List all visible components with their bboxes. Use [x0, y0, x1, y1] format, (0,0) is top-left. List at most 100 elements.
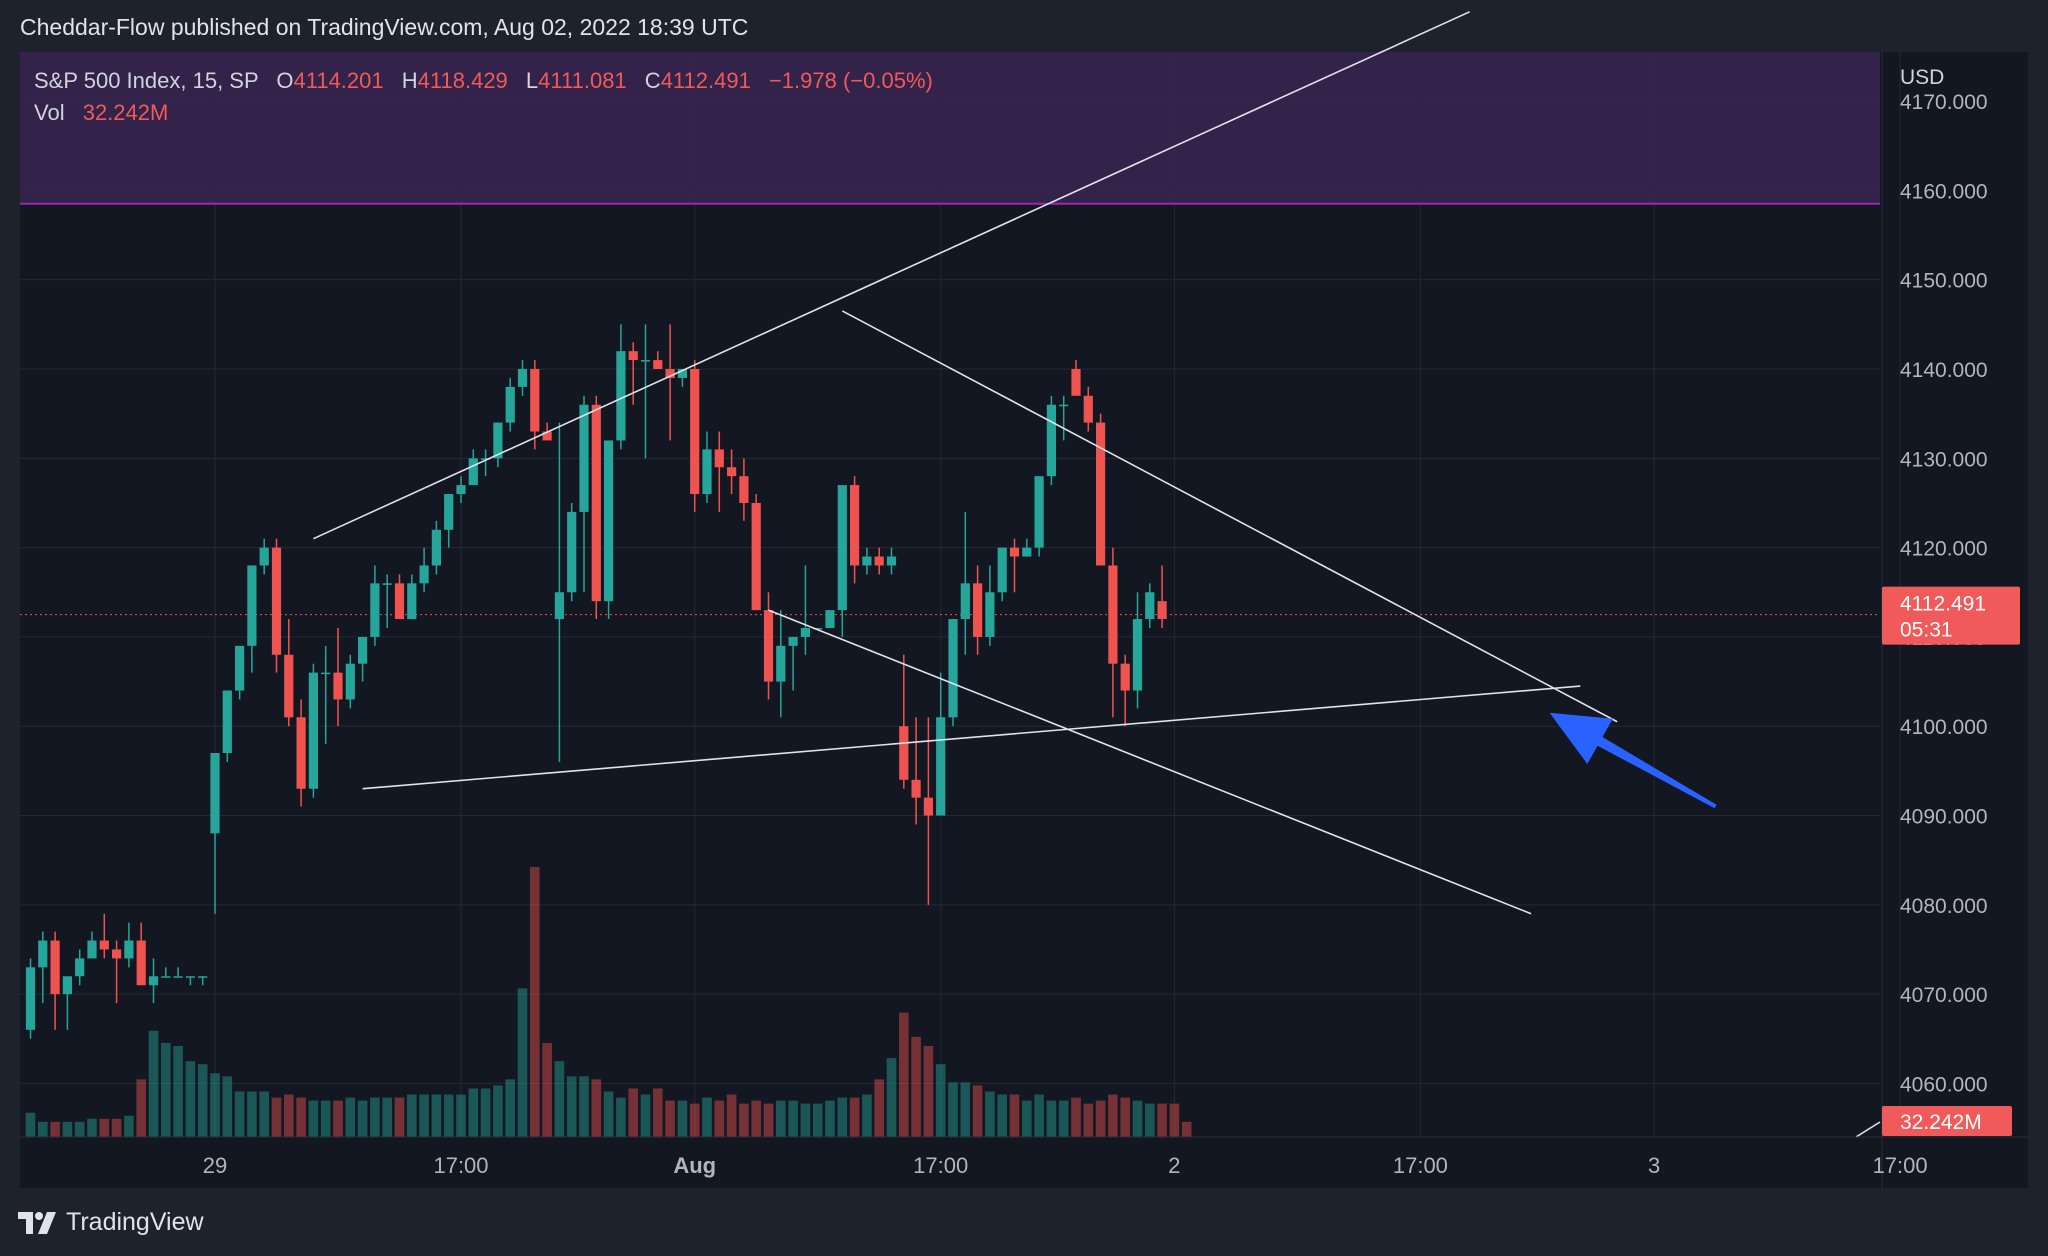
candle-body — [444, 494, 454, 530]
candle — [419, 547, 429, 593]
candle — [210, 753, 220, 914]
volume-bar — [148, 1030, 159, 1137]
candle — [862, 547, 872, 575]
candle-body — [25, 967, 36, 1030]
volume-bar — [1046, 1100, 1057, 1137]
candle-body — [198, 976, 208, 978]
candle-body — [407, 583, 417, 620]
price-tick-label: 4130.000 — [1900, 448, 1988, 471]
candle — [813, 627, 823, 630]
candle-body — [173, 976, 183, 978]
volume-bar — [985, 1091, 995, 1137]
volume-bar — [689, 1103, 700, 1137]
candle — [1034, 476, 1044, 557]
volume-bar — [1034, 1094, 1044, 1137]
volume-bar — [1071, 1097, 1081, 1137]
volume-bar — [271, 1097, 282, 1137]
volume-bar — [234, 1091, 245, 1137]
candle-body — [112, 949, 122, 959]
candle — [333, 627, 343, 727]
volume-bar — [259, 1091, 269, 1137]
symbol-label[interactable]: S&P 500 Index, 15, SP — [34, 68, 259, 93]
tradingview-logo[interactable]: TradingView — [18, 1208, 204, 1237]
candle — [973, 565, 983, 655]
volume-bar — [87, 1118, 97, 1137]
candle-body — [751, 502, 761, 611]
open-value: 4114.201 — [293, 68, 384, 93]
trendlines[interactable] — [313, 11, 1881, 1138]
time-tick-label: 2 — [1168, 1153, 1180, 1178]
time-tick-label: 17:00 — [1393, 1153, 1448, 1178]
price-tick-label: 4060.000 — [1900, 1073, 1988, 1096]
volume-bar — [825, 1100, 835, 1137]
volume-bar — [1132, 1100, 1143, 1137]
volume-bar — [554, 1061, 565, 1137]
volume-bar — [640, 1094, 651, 1137]
volume-bar — [111, 1118, 122, 1137]
candle — [456, 476, 466, 503]
volume-bar — [603, 1091, 614, 1137]
candle — [247, 565, 257, 673]
volume-label[interactable]: Vol — [34, 100, 65, 125]
volume-bar — [296, 1097, 306, 1137]
volume-bar — [210, 1073, 220, 1137]
time-tick-label: Aug — [673, 1153, 716, 1178]
candle — [87, 931, 97, 959]
candle — [579, 395, 589, 593]
candle — [628, 342, 638, 405]
volume-bar — [222, 1076, 233, 1137]
arrow-shape — [1549, 712, 1717, 809]
candle — [776, 610, 786, 718]
candle-body — [468, 458, 478, 486]
candle — [702, 431, 712, 503]
volume-bar — [923, 1045, 934, 1137]
volume-bar — [1022, 1100, 1032, 1137]
candle-body — [1071, 369, 1081, 396]
candle — [468, 449, 478, 486]
volume-bar — [788, 1100, 798, 1137]
price-tick-label: 4090.000 — [1900, 806, 1988, 829]
candle — [25, 958, 36, 1039]
candle — [997, 547, 1007, 602]
candle-body — [653, 360, 663, 370]
volume-bar — [1157, 1103, 1167, 1137]
volume-bar — [935, 1064, 946, 1137]
volume-bar — [320, 1100, 331, 1137]
volume-bar — [419, 1094, 429, 1137]
chart-background — [20, 52, 2028, 1188]
volume-bar — [468, 1088, 479, 1137]
candle — [850, 476, 860, 584]
volume-bar — [38, 1121, 48, 1137]
candle — [911, 717, 921, 825]
candle-body — [1059, 404, 1069, 407]
candle — [444, 494, 454, 548]
candle-body — [1034, 476, 1044, 548]
candle — [727, 449, 737, 495]
candle — [665, 324, 675, 441]
time-tick-label: 17:00 — [1873, 1153, 1928, 1178]
candle-body — [727, 467, 737, 477]
volume-bar — [136, 1079, 146, 1137]
volume-bar — [247, 1091, 257, 1137]
candle-body — [960, 583, 970, 620]
publish-header: Cheddar-Flow published on TradingView.co… — [20, 14, 749, 40]
time-tick-label: 29 — [203, 1153, 227, 1178]
volume-bar — [74, 1121, 85, 1137]
arrow-annotation[interactable] — [1549, 712, 1717, 809]
resistance-zone-fill — [20, 52, 1880, 204]
candle-body — [161, 976, 171, 978]
candle-body — [837, 485, 847, 611]
candle — [296, 699, 306, 807]
candle-body — [640, 360, 651, 362]
volume-bar — [1145, 1103, 1155, 1137]
candle-body — [358, 636, 368, 664]
price-axis[interactable]: 4170.000 4160.000 4150.000 4140.000 4130.000… — [1900, 91, 1988, 1096]
time-tick-label: 17:00 — [913, 1153, 968, 1178]
volume-bar — [284, 1094, 294, 1137]
volume-bar — [185, 1061, 196, 1137]
candle-body — [247, 565, 257, 646]
volume-bar — [407, 1094, 417, 1137]
high-value: 4118.429 — [417, 68, 508, 93]
